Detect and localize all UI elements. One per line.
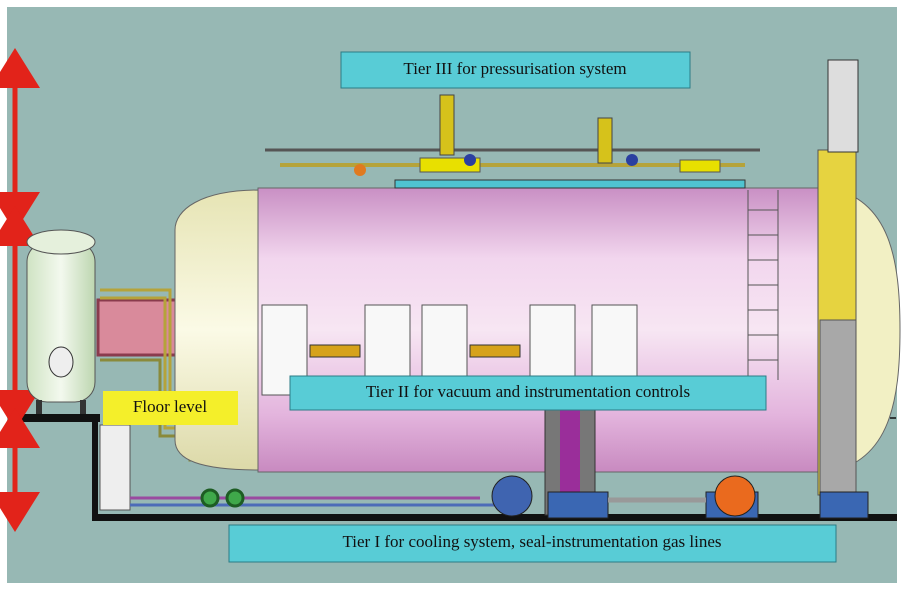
vessel-part: [820, 320, 856, 495]
autoclave-diagram: Tier III for pressurisation system Tier …: [0, 0, 904, 590]
top-platform-part: [680, 160, 720, 172]
vessel-part-part: [470, 345, 520, 357]
side-tank-part: [27, 230, 95, 254]
top-platform-part: [440, 95, 454, 155]
floor-level-label: Floor level: [103, 391, 238, 425]
vessel-part: [175, 190, 260, 470]
tier-ii-label: Tier II for vacuum and instrumentation c…: [290, 376, 766, 410]
side-tank-part: [80, 400, 86, 414]
floor-part: [92, 514, 897, 521]
vessel-part: [820, 492, 868, 518]
tier-iii-text: Tier III for pressurisation system: [403, 59, 626, 78]
side-tank-part: [27, 242, 95, 402]
pipework-left-part: [100, 425, 130, 510]
floor-part: [92, 414, 98, 520]
tier-iii-label: Tier III for pressurisation system: [341, 52, 690, 88]
side-tank-part: [49, 347, 73, 377]
tier-i-text: Tier I for cooling system, seal-instrume…: [343, 532, 722, 551]
floor-level-text: Floor level: [133, 397, 207, 416]
pipework-left-part: [202, 490, 218, 506]
top-platform-part: [354, 164, 366, 176]
top-platform-part: [464, 154, 476, 166]
tier-i-label: Tier I for cooling system, seal-instrume…: [229, 525, 836, 562]
tier-ii-text: Tier II for vacuum and instrumentation c…: [366, 382, 690, 401]
page: Tier III for pressurisation system Tier …: [0, 0, 904, 590]
vessel-part: [492, 476, 532, 516]
top-platform-part: [395, 180, 745, 188]
pipework-left-part: [227, 490, 243, 506]
floor-part: [8, 414, 100, 422]
vessel-part: [828, 60, 858, 152]
top-platform-part: [598, 118, 612, 163]
side-tank: [27, 230, 95, 414]
vessel-part: [715, 476, 755, 516]
top-platform-part: [626, 154, 638, 166]
vessel-part: [548, 492, 608, 518]
vessel-part-part: [310, 345, 360, 357]
side-tank-part: [36, 400, 42, 414]
